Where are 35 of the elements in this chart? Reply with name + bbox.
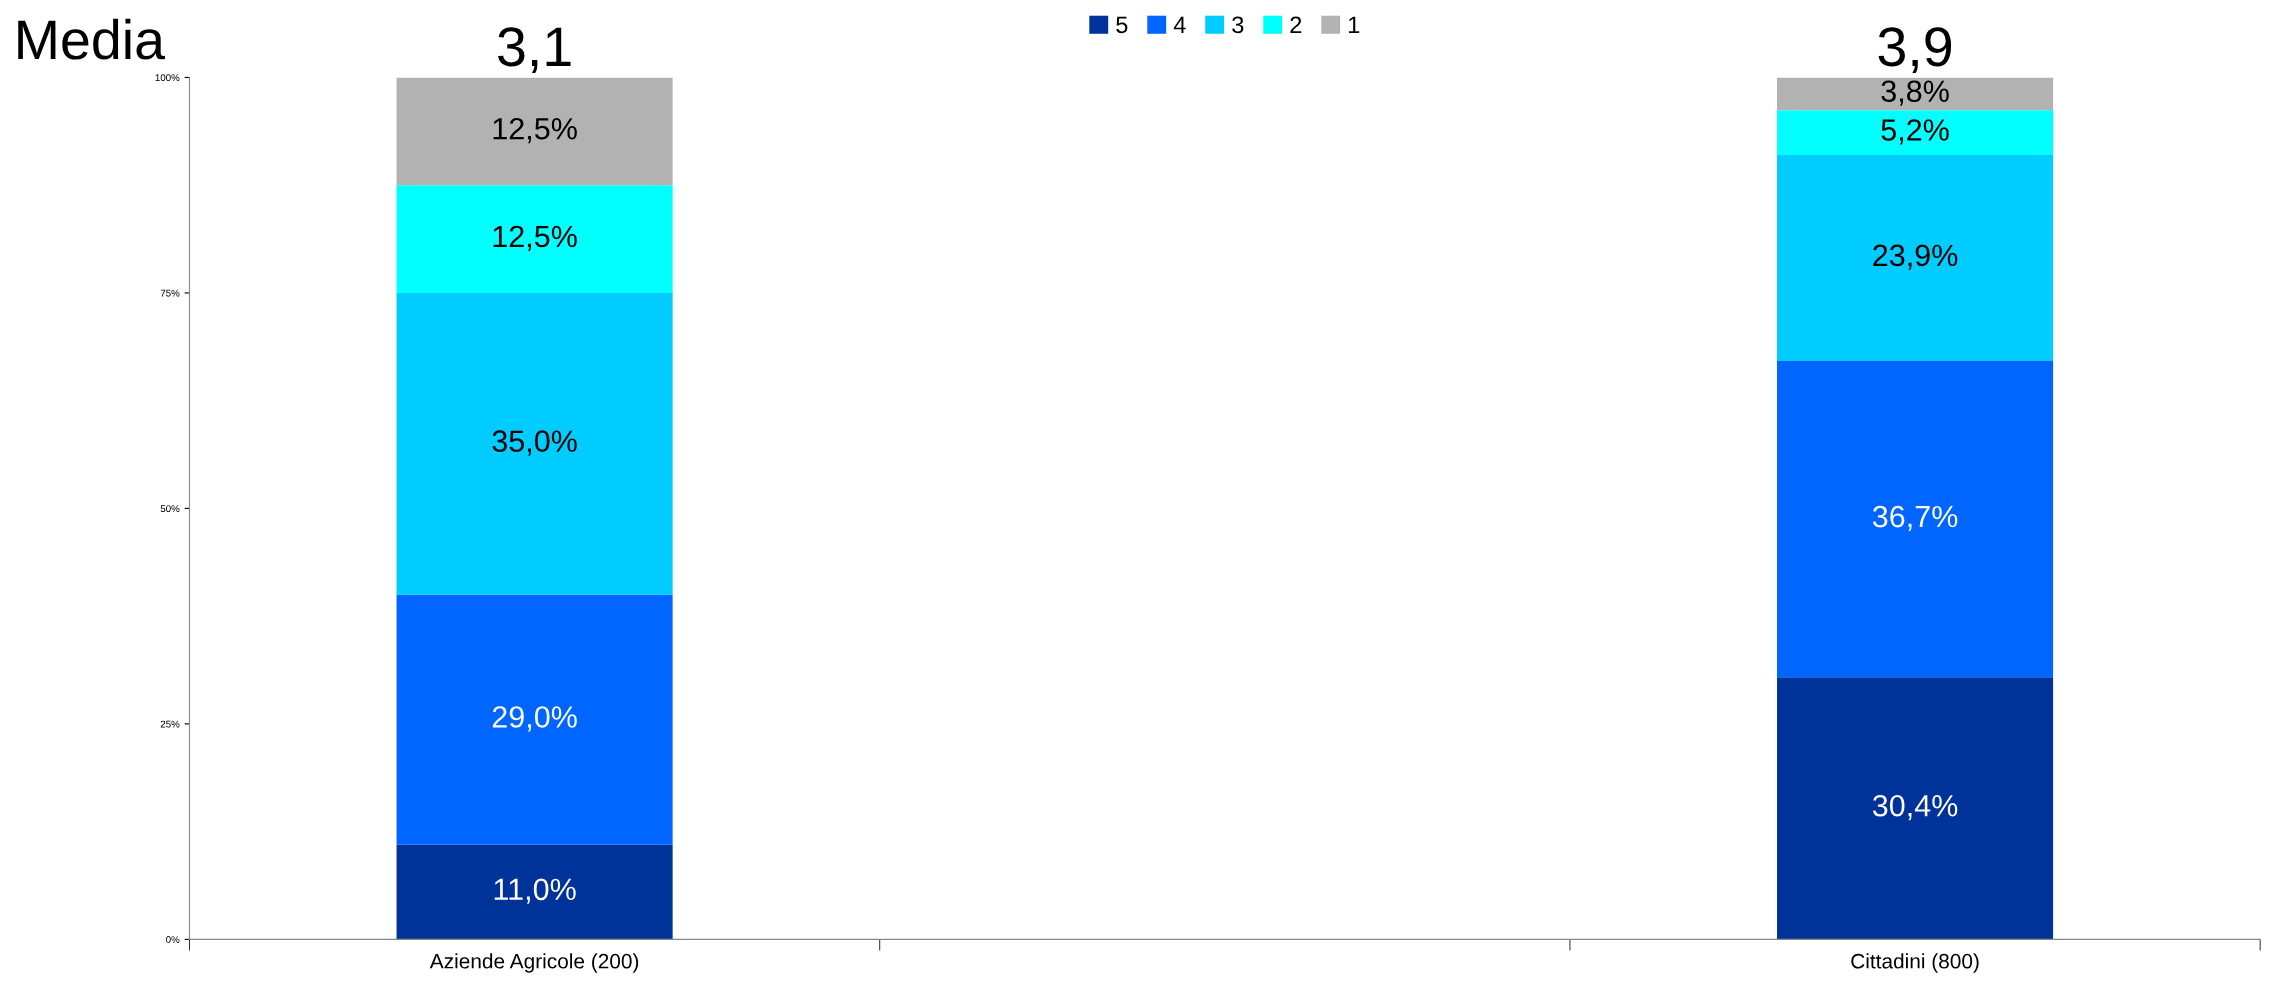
- y-tick-label: 75%: [160, 289, 180, 297]
- data-label: 12,5%: [493, 225, 577, 251]
- bar: [1777, 361, 2054, 678]
- data-label: 30,4%: [1872, 794, 1958, 821]
- bar: [1777, 77, 2054, 111]
- legend-label: 1: [1349, 16, 1360, 33]
- bar: [396, 844, 673, 940]
- data-label: 36,7%: [1872, 505, 1958, 531]
- data-label: 11,0%: [494, 878, 576, 904]
- bar: [396, 185, 673, 293]
- bar: [396, 77, 673, 186]
- bar: [396, 594, 673, 845]
- y-tick-label: 50%: [160, 505, 180, 513]
- text: 3,1: [498, 27, 571, 74]
- bar: [1777, 677, 2054, 940]
- x-tick-label: Aziende Agricole (200): [429, 953, 639, 973]
- data-label: 29,0%: [492, 706, 577, 732]
- text: Media: [18, 18, 166, 60]
- y-tick-label: 100%: [155, 74, 180, 82]
- y-tick-label: 25%: [160, 720, 180, 728]
- data-label: 5,2%: [1881, 119, 1949, 145]
- data-label: 12,5%: [493, 117, 577, 144]
- data-label: 3,8%: [1881, 80, 1949, 106]
- bar: [1777, 155, 2054, 362]
- legend-label: 2: [1290, 16, 1302, 33]
- y-tick-label: 0%: [166, 936, 180, 943]
- bar: [1777, 110, 2054, 156]
- legend-label: 3: [1232, 16, 1244, 34]
- legend-label: 5: [1116, 16, 1128, 34]
- text: 3,9: [1878, 27, 1952, 74]
- data-label: 23,9%: [1873, 244, 1958, 270]
- x-tick-label: Cittadini (800): [1851, 953, 1979, 973]
- data-label: 35,0%: [492, 430, 577, 456]
- legend-label: 4: [1173, 16, 1186, 33]
- bar: [396, 292, 673, 595]
